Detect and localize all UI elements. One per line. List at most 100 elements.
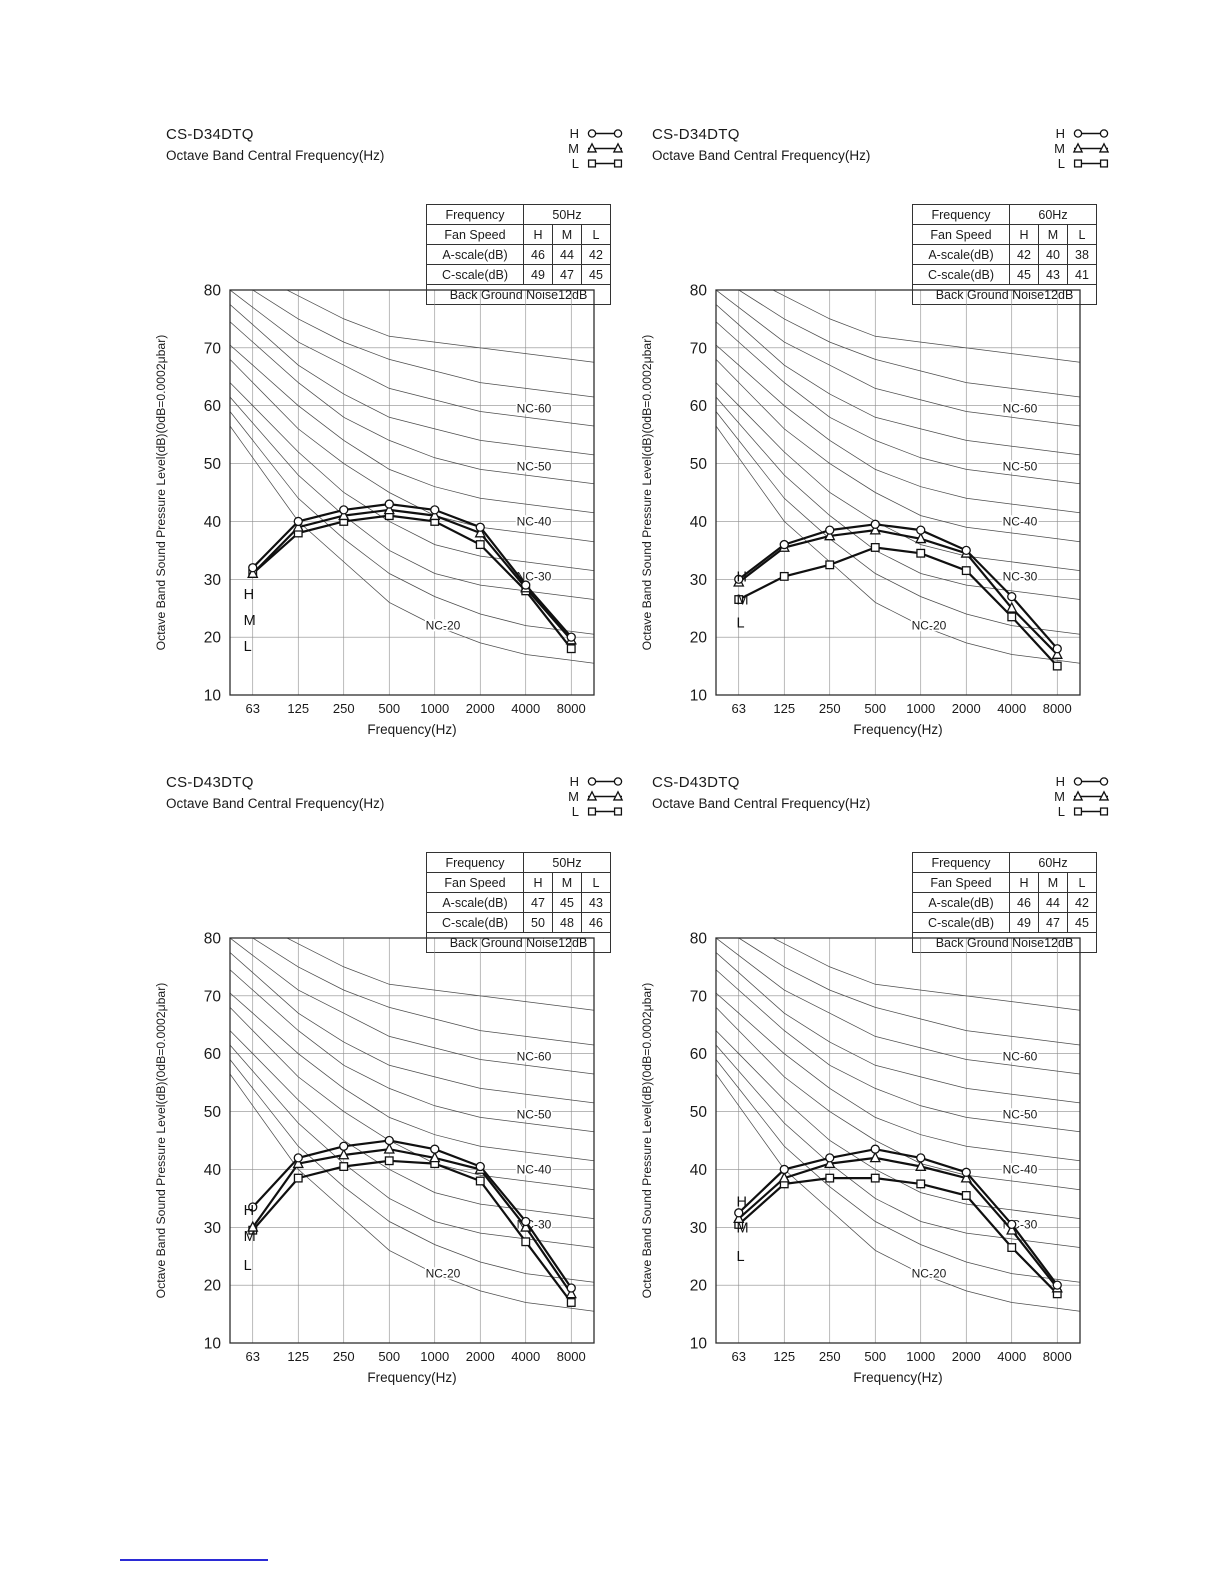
frequency-label: Frequency bbox=[426, 852, 524, 873]
legend-label: H bbox=[569, 774, 579, 789]
background-noise: Back Ground Noise12dB bbox=[426, 284, 611, 305]
svg-text:1000: 1000 bbox=[420, 1349, 449, 1364]
triangle-marker-icon bbox=[586, 142, 624, 153]
legend-label: M bbox=[568, 789, 579, 804]
panel-header: CS-D43DTQ Octave Band Central Frequency(… bbox=[150, 774, 626, 819]
spec-table: Frequency 60Hz Fan Speed H M L A-scale(d… bbox=[912, 204, 1097, 305]
svg-text:60: 60 bbox=[204, 1046, 222, 1063]
table-row: C-scale(dB) 49 47 45 bbox=[426, 264, 611, 285]
svg-text:70: 70 bbox=[690, 988, 708, 1005]
chart-panel-d43-50hz: CS-D43DTQ Octave Band Central Frequency(… bbox=[150, 774, 626, 1406]
speed-h: H bbox=[523, 224, 553, 245]
svg-text:Octave Band Sound Pressure Lev: Octave Band Sound Pressure Level(dB)(0dB… bbox=[154, 983, 168, 1299]
svg-text:30: 30 bbox=[690, 572, 708, 589]
background-noise: Back Ground Noise12dB bbox=[912, 284, 1097, 305]
c-scale-h: 49 bbox=[1009, 912, 1039, 933]
panel-subtitle: Octave Band Central Frequency(Hz) bbox=[652, 148, 871, 163]
svg-text:30: 30 bbox=[204, 1220, 222, 1237]
spec-table: Frequency 50Hz Fan Speed H M L A-scale(d… bbox=[426, 852, 611, 953]
fan-speed-label: Fan Speed bbox=[426, 872, 524, 893]
speed-m: M bbox=[552, 224, 582, 245]
svg-text:4000: 4000 bbox=[511, 701, 540, 716]
noise-chart-canvas: NC-60NC-50NC-40NC-30NC-20HML102030405060… bbox=[154, 931, 595, 1385]
svg-text:H: H bbox=[736, 1194, 746, 1210]
speed-l: L bbox=[581, 224, 611, 245]
svg-text:L: L bbox=[244, 1258, 252, 1274]
legend-label: M bbox=[568, 141, 579, 156]
chart-area: NC-60 NC-50 NC-40 NC-30 NC-20 H M L 10 20 30 40 50 60… bbox=[638, 280, 1088, 747]
svg-text:500: 500 bbox=[378, 701, 400, 716]
svg-text:30: 30 bbox=[690, 1220, 708, 1237]
svg-text:NC-50: NC-50 bbox=[517, 1107, 552, 1121]
chart-area: NC-60 NC-50 NC-40 NC-30 NC-20 H M L 10 20 30 40 50 60… bbox=[152, 928, 602, 1395]
svg-text:Frequency(Hz): Frequency(Hz) bbox=[367, 722, 456, 737]
svg-text:250: 250 bbox=[333, 1349, 355, 1364]
svg-text:4000: 4000 bbox=[997, 701, 1026, 716]
svg-text:H: H bbox=[736, 569, 746, 585]
table-row: Fan Speed H M L bbox=[912, 872, 1097, 893]
svg-text:80: 80 bbox=[690, 931, 708, 948]
model-name: CS-D34DTQ bbox=[166, 126, 254, 143]
model-name: CS-D43DTQ bbox=[166, 774, 254, 791]
svg-text:2000: 2000 bbox=[466, 1349, 495, 1364]
a-scale-m: 44 bbox=[1038, 892, 1068, 913]
legend-label: L bbox=[571, 156, 579, 171]
frequency-value: 50Hz bbox=[523, 204, 611, 225]
legend-item-l: L bbox=[552, 156, 626, 171]
svg-text:8000: 8000 bbox=[1043, 701, 1072, 716]
chart-area: NC-60 NC-50 NC-40 NC-30 NC-20 H M L 10 20 30 40 50 60… bbox=[152, 280, 602, 747]
svg-text:50: 50 bbox=[204, 456, 222, 473]
svg-text:80: 80 bbox=[204, 931, 222, 948]
table-row: A-scale(dB) 42 40 38 bbox=[912, 244, 1097, 265]
svg-text:20: 20 bbox=[690, 630, 708, 647]
noise-chart-canvas: NC-60NC-50NC-40NC-30NC-20HML102030405060… bbox=[640, 931, 1081, 1385]
svg-text:500: 500 bbox=[864, 701, 886, 716]
square-marker-icon bbox=[1073, 159, 1109, 168]
square-marker-icon bbox=[587, 807, 623, 816]
circle-marker-icon bbox=[587, 777, 623, 786]
svg-text:NC-50: NC-50 bbox=[1003, 459, 1038, 473]
svg-text:10: 10 bbox=[690, 1336, 708, 1353]
legend-label: H bbox=[1055, 126, 1065, 141]
svg-text:NC-40: NC-40 bbox=[517, 1162, 552, 1176]
square-marker-icon bbox=[587, 159, 623, 168]
model-name: CS-D43DTQ bbox=[652, 774, 740, 791]
spec-table: Frequency 50Hz Fan Speed H M L A-scale(d… bbox=[426, 204, 611, 305]
svg-text:L: L bbox=[736, 616, 744, 632]
frequency-label: Frequency bbox=[912, 204, 1010, 225]
speed-h: H bbox=[523, 872, 553, 893]
legend-label: L bbox=[1057, 804, 1065, 819]
svg-text:80: 80 bbox=[204, 283, 222, 300]
svg-text:40: 40 bbox=[690, 1162, 708, 1179]
a-scale-h: 46 bbox=[1009, 892, 1039, 913]
svg-text:NC-40: NC-40 bbox=[517, 514, 552, 528]
table-row: Fan Speed H M L bbox=[426, 872, 611, 893]
svg-text:125: 125 bbox=[287, 1349, 309, 1364]
panel-titles: CS-D34DTQ Octave Band Central Frequency(… bbox=[652, 126, 870, 163]
legend-label: M bbox=[1054, 789, 1065, 804]
svg-text:2000: 2000 bbox=[952, 701, 981, 716]
panel-titles: CS-D34DTQ Octave Band Central Frequency(… bbox=[166, 126, 384, 163]
svg-text:Octave Band Sound Pressure Lev: Octave Band Sound Pressure Level(dB)(0dB… bbox=[640, 983, 654, 1299]
svg-text:63: 63 bbox=[732, 701, 746, 716]
svg-text:NC-40: NC-40 bbox=[1003, 514, 1038, 528]
panel-header: CS-D34DTQ Octave Band Central Frequency(… bbox=[150, 126, 626, 171]
svg-text:Frequency(Hz): Frequency(Hz) bbox=[367, 1370, 456, 1385]
background-noise: Back Ground Noise12dB bbox=[426, 932, 611, 953]
svg-text:Frequency(Hz): Frequency(Hz) bbox=[853, 722, 942, 737]
noise-chart-canvas: NC-60NC-50NC-40NC-30NC-20HML102030405060… bbox=[154, 283, 595, 737]
speed-l: L bbox=[581, 872, 611, 893]
svg-text:L: L bbox=[736, 1249, 744, 1265]
legend-label: H bbox=[1055, 774, 1065, 789]
panel-header: CS-D34DTQ Octave Band Central Frequency(… bbox=[636, 126, 1112, 171]
svg-text:NC-20: NC-20 bbox=[426, 619, 461, 633]
legend-item-h: H bbox=[552, 126, 626, 141]
fan-speed-label: Fan Speed bbox=[912, 872, 1010, 893]
a-scale-h: 42 bbox=[1009, 244, 1039, 265]
svg-text:NC-60: NC-60 bbox=[517, 1050, 552, 1064]
table-row: C-scale(dB) 50 48 46 bbox=[426, 912, 611, 933]
table-row: Fan Speed H M L bbox=[912, 224, 1097, 245]
svg-text:8000: 8000 bbox=[557, 701, 586, 716]
panel-titles: CS-D43DTQ Octave Band Central Frequency(… bbox=[652, 774, 870, 811]
